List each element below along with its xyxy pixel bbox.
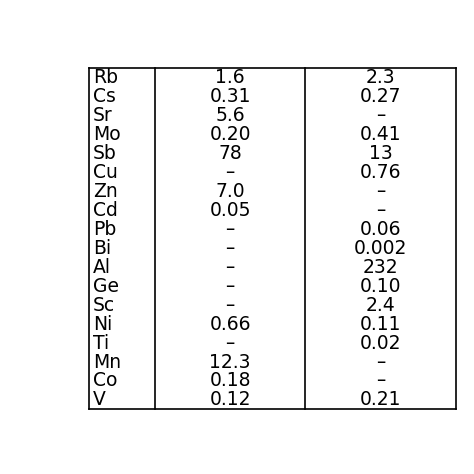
Text: Co: Co [93,372,118,391]
Text: 0.18: 0.18 [210,372,251,391]
Text: –: – [226,219,235,238]
Text: 0.002: 0.002 [354,238,407,258]
Text: Zn: Zn [93,182,118,201]
Text: 0.10: 0.10 [360,277,401,296]
Text: 2.4: 2.4 [366,296,396,315]
Text: 0.41: 0.41 [360,125,401,144]
Text: 7.0: 7.0 [215,182,245,201]
Text: Cd: Cd [93,201,118,219]
Text: Mn: Mn [93,353,121,372]
Text: 0.76: 0.76 [360,163,401,182]
Text: Ni: Ni [93,315,112,334]
Text: –: – [376,353,385,372]
Text: 232: 232 [363,257,399,277]
Text: –: – [226,238,235,258]
Text: –: – [376,182,385,201]
Text: 0.31: 0.31 [210,87,251,106]
Text: Cs: Cs [93,87,116,106]
Text: Sc: Sc [93,296,115,315]
Text: 0.05: 0.05 [210,201,251,219]
Text: Mo: Mo [93,125,121,144]
Text: 13: 13 [369,144,392,163]
Text: –: – [226,277,235,296]
Text: 78: 78 [218,144,242,163]
Text: –: – [226,163,235,182]
Text: 1.6: 1.6 [215,68,245,87]
Text: Bi: Bi [93,238,111,258]
Text: 0.06: 0.06 [360,219,401,238]
Text: –: – [226,257,235,277]
Text: Ge: Ge [93,277,119,296]
Text: –: – [226,296,235,315]
Text: –: – [376,106,385,125]
Text: Sb: Sb [93,144,117,163]
Text: Cu: Cu [93,163,118,182]
Text: 0.11: 0.11 [360,315,401,334]
Text: 2.3: 2.3 [366,68,395,87]
Text: 12.3: 12.3 [210,353,251,372]
Text: 0.27: 0.27 [360,87,401,106]
Text: Rb: Rb [93,68,118,87]
Text: 0.02: 0.02 [360,334,401,353]
Text: 0.66: 0.66 [210,315,251,334]
Text: 0.21: 0.21 [360,391,401,410]
Text: Al: Al [93,257,111,277]
Text: Sr: Sr [93,106,113,125]
Text: Ti: Ti [93,334,109,353]
Text: 5.6: 5.6 [215,106,245,125]
Text: 0.12: 0.12 [210,391,251,410]
Text: V: V [93,391,106,410]
Text: Pb: Pb [93,219,116,238]
Text: –: – [376,372,385,391]
Text: –: – [226,334,235,353]
Text: –: – [376,201,385,219]
Text: 0.20: 0.20 [210,125,251,144]
